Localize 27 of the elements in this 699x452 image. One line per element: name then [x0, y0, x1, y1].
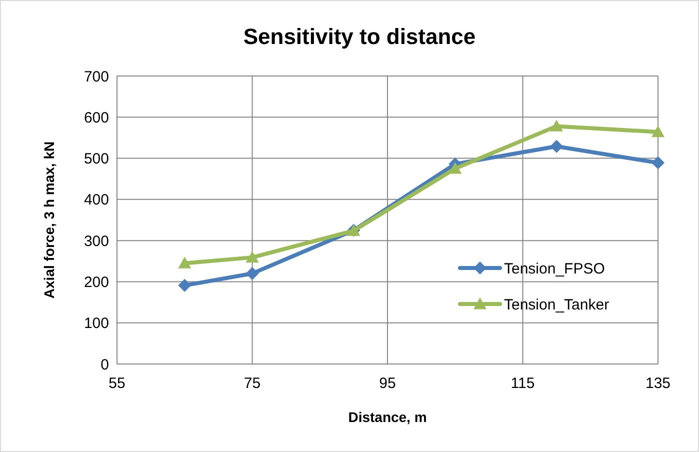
- y-tick-label: 400: [84, 192, 109, 209]
- legend-label: Tension_FPSO: [504, 260, 605, 278]
- legend-label: Tension_Tanker: [504, 296, 610, 314]
- y-tick-label: 600: [84, 109, 109, 126]
- point: [550, 120, 564, 132]
- y-tick-label: 700: [84, 68, 109, 86]
- y-tick-label: 500: [84, 150, 109, 168]
- point: [550, 140, 564, 153]
- x-tick-label: 135: [645, 375, 671, 392]
- chart-title: Sensitivity to distance: [243, 24, 476, 49]
- point: [246, 266, 259, 280]
- x-tick-label: 95: [379, 375, 396, 392]
- point: [178, 256, 192, 268]
- x-axis-title: Distance, m: [348, 409, 427, 425]
- x-tick-label: 115: [510, 375, 535, 392]
- point: [652, 156, 664, 170]
- point: [652, 125, 664, 138]
- y-axis-title: Axial force, 3 h max, kN: [41, 141, 57, 299]
- x-tick-label: 75: [244, 375, 261, 392]
- y-tick-label: 100: [84, 315, 109, 332]
- y-tick-label: 300: [84, 232, 109, 250]
- point: [448, 162, 462, 174]
- point: [178, 278, 192, 292]
- point: [246, 250, 259, 263]
- x-tick-label: 55: [108, 375, 126, 392]
- y-tick-label: 0: [100, 356, 109, 374]
- y-tick-label: 200: [84, 274, 109, 291]
